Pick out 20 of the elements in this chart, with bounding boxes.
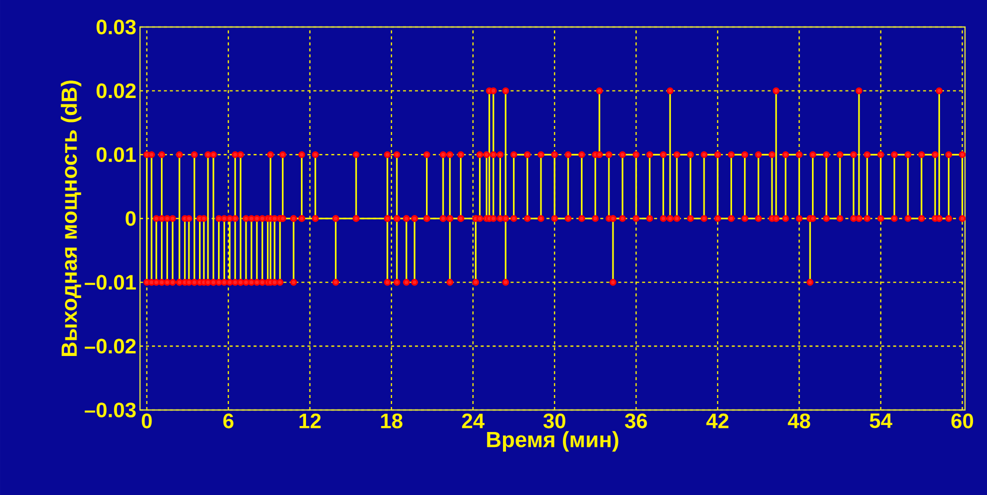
x-tick-label: 6 <box>223 414 234 428</box>
y-tick-label: –0.03 <box>84 402 136 418</box>
y-tick-label: 0.01 <box>96 147 136 162</box>
x-tick-label: 0 <box>142 414 152 428</box>
y-tick-label: 0.03 <box>96 20 136 34</box>
y-tick-label: –0.02 <box>84 338 136 354</box>
x-tick-label: 18 <box>381 414 402 428</box>
x-tick-label: 36 <box>624 414 647 428</box>
x-tick-label: 60 <box>951 414 974 428</box>
x-tick-label: 48 <box>788 414 810 428</box>
x-tick-label: 54 <box>870 414 892 428</box>
x-tick-label: 24 <box>462 414 485 428</box>
y-tick-label: 0.02 <box>96 83 136 98</box>
x-tick-label: 12 <box>300 414 321 428</box>
x-axis-title: Время (мин) <box>487 431 618 452</box>
x-tick-label: 42 <box>706 414 728 428</box>
y-axis-title: Выходная мощность (dB) <box>60 80 82 356</box>
x-tick-label: 30 <box>543 414 566 428</box>
y-tick-label: 0 <box>126 211 136 226</box>
y-tick-label: –0.01 <box>84 274 136 290</box>
